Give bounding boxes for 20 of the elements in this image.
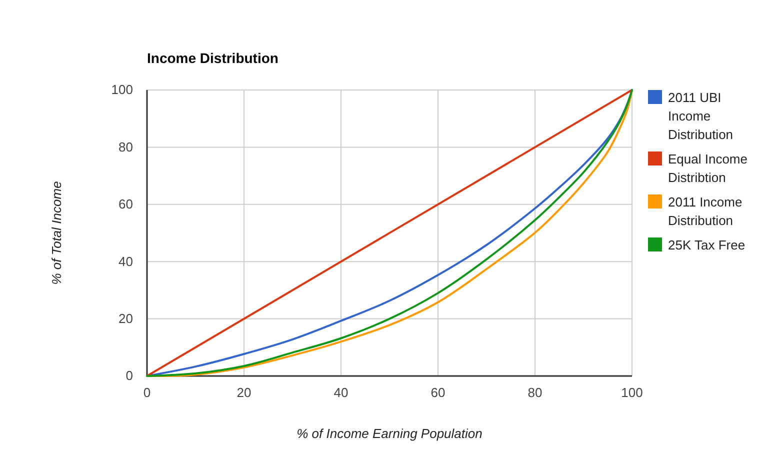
line-series	[146, 89, 633, 377]
y-tick-label: 0	[126, 368, 133, 384]
x-tick-label: 100	[621, 385, 643, 400]
x-tick-label: 80	[528, 385, 542, 400]
legend-label: 2011 UBI Income Distribution	[668, 90, 734, 142]
x-axis-title: % of Income Earning Population	[296, 426, 482, 441]
legend-label: Equal Income Distribtion	[668, 152, 748, 185]
y-tick-label: 100	[111, 82, 133, 98]
x-tick-label: 40	[334, 385, 348, 400]
chart-title: Income Distribution	[147, 50, 278, 66]
legend-label: 2011 Income Distribution	[668, 194, 742, 228]
x-tick-label: 0	[143, 385, 151, 400]
y-tick-label: 60	[118, 196, 133, 212]
y-tick-label: 20	[118, 310, 133, 326]
y-axis-title: % of Total Income	[49, 181, 64, 285]
x-tick-label: 60	[430, 385, 446, 400]
legend-label: 25K Tax Free	[668, 238, 746, 252]
x-tick-label: 20	[236, 385, 252, 400]
y-tick-label: 80	[118, 139, 133, 154]
y-tick-label: 40	[118, 254, 133, 269]
